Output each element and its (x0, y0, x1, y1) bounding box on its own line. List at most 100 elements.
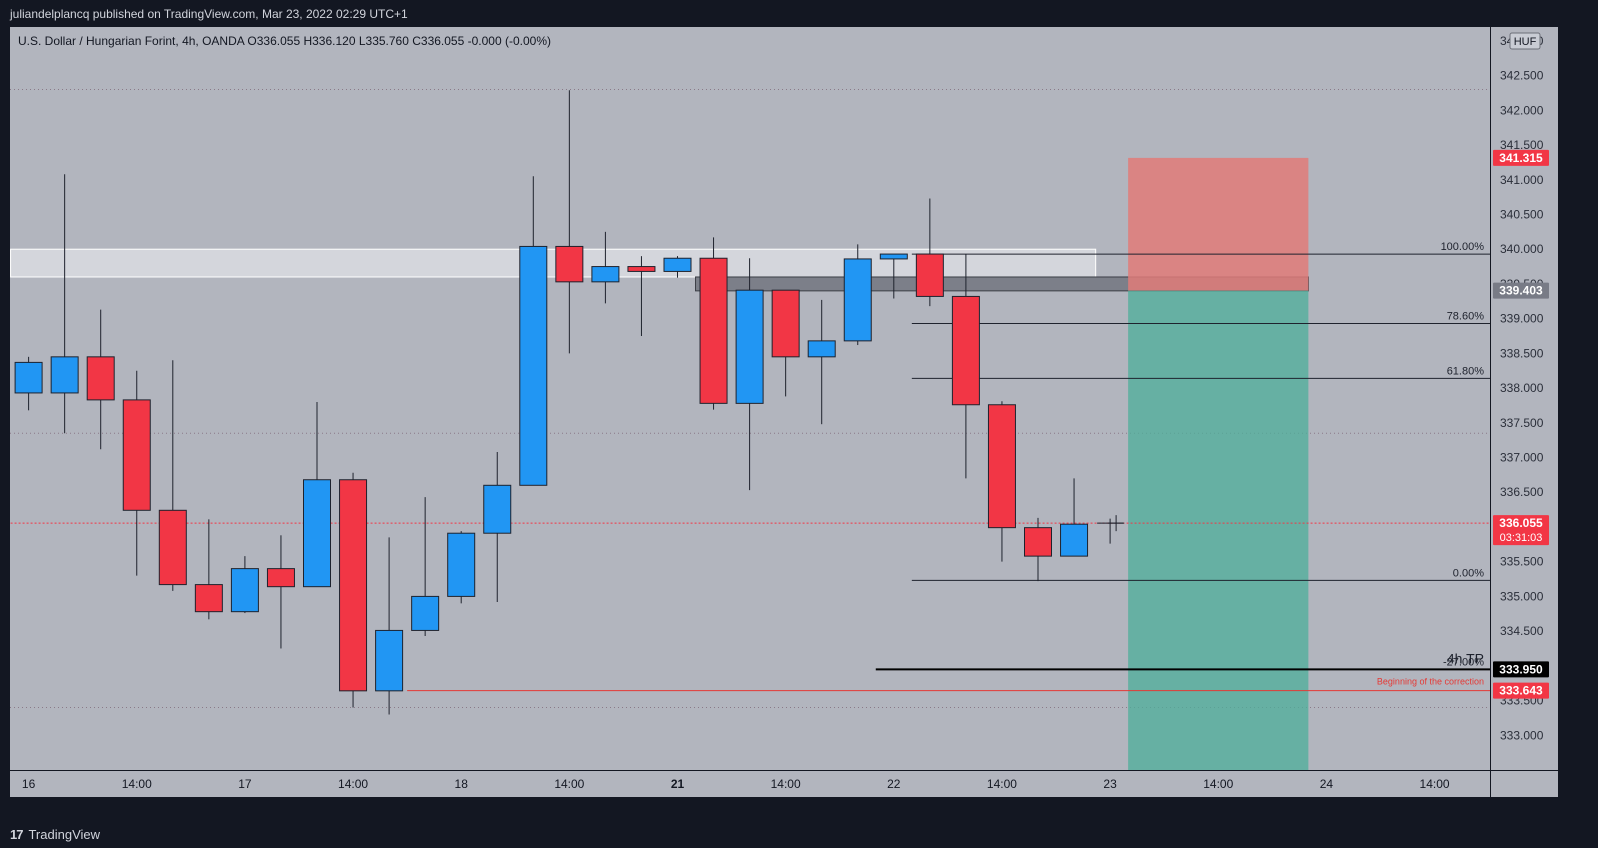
candle-body-14 (519, 245, 548, 486)
fib-label-0: 100.00% (1441, 241, 1485, 253)
candle-3 (122, 370, 151, 576)
candle-body-11 (411, 595, 440, 631)
x-tick-label-13: 14:00 (1420, 777, 1450, 791)
x-tick-label-4: 18 (455, 777, 469, 791)
y-tick-label-19: 342.500 (1500, 69, 1544, 83)
x-tick-label-2: 17 (238, 777, 252, 791)
candle-body-24 (879, 253, 908, 260)
y-tick-label-9: 337.500 (1500, 416, 1544, 430)
candle-17 (627, 256, 656, 337)
candle-27 (987, 401, 1016, 562)
tp-price-tag-text: 333.950 (1499, 662, 1543, 676)
candle-9 (339, 472, 368, 708)
candle-body-21 (771, 289, 800, 358)
publisher-bar: juliandelplancq published on TradingView… (0, 0, 1598, 26)
candle-body-13 (483, 484, 512, 534)
correction-price-tag-bg (1493, 682, 1549, 699)
x-tick-label-8: 22 (887, 777, 901, 791)
candle-body-22 (807, 340, 836, 358)
fib-label-1: 78.60% (1447, 311, 1485, 323)
currency-label: HUF (1514, 36, 1537, 48)
candle-body-3 (122, 399, 151, 511)
candle-body-4 (158, 509, 187, 586)
candle-23 (843, 244, 872, 346)
candle-4 (158, 360, 187, 591)
candle-5 (194, 519, 223, 620)
candle-8 (303, 401, 331, 588)
candle-body-9 (339, 479, 368, 692)
stop-price-tag: 341.315 (1493, 149, 1549, 166)
symbol-legend: U.S. Dollar / Hungarian Forint, 4h, OAND… (18, 34, 551, 48)
candle-body-29 (1060, 523, 1089, 557)
y-tick-label-15: 340.500 (1500, 207, 1544, 221)
publisher-text: juliandelplancq published on TradingView… (10, 7, 408, 21)
candle-11 (411, 497, 440, 636)
candle-21 (771, 289, 800, 397)
x-tick-label-6: 21 (671, 777, 685, 791)
y-tick-label-12: 339.000 (1500, 312, 1544, 326)
candle-28 (1024, 517, 1052, 582)
entry-price-tag: 339.403 (1493, 282, 1549, 299)
take-profit-zone (1128, 290, 1309, 770)
entry-price-tag-bg (1493, 282, 1549, 299)
candle-18 (663, 256, 692, 278)
y-tick-label-14: 340.000 (1500, 242, 1544, 256)
tv-logo-icon: 17 (10, 827, 24, 842)
candle-22 (807, 299, 836, 425)
last-price-tag-text: 336.055 (1499, 516, 1543, 530)
fib-label-2: 61.80% (1447, 365, 1485, 377)
candle-body-16 (591, 266, 620, 283)
candle-body-20 (735, 289, 764, 404)
y-tick-label-5: 335.500 (1500, 555, 1544, 569)
stop-price-tag-text: 341.315 (1499, 151, 1543, 165)
candle-body-2 (86, 356, 115, 401)
candle-body-28 (1024, 527, 1052, 557)
candle-15 (555, 90, 584, 354)
candle-body-18 (663, 257, 692, 272)
candle-26 (951, 254, 980, 479)
candle-0 (14, 356, 43, 411)
tp-price-tag: 333.950 (1493, 661, 1549, 678)
correction-label: Beginning of the correction (1377, 677, 1484, 687)
candle-body-17 (627, 266, 656, 272)
tradingview-logo[interactable]: 17 TradingView (10, 827, 100, 842)
candle-body-25 (915, 253, 944, 297)
y-tick-label-0: 333.000 (1500, 728, 1544, 742)
x-tick-label-10: 23 (1103, 777, 1117, 791)
y-tick-label-11: 338.500 (1500, 346, 1544, 360)
x-tick-label-7: 14:00 (771, 777, 801, 791)
candle-13 (483, 451, 512, 602)
x-tick-label-1: 14:00 (122, 777, 152, 791)
candle-12 (447, 531, 476, 604)
candle-body-27 (987, 404, 1016, 529)
candle-16 (591, 231, 620, 304)
candle-25 (915, 198, 944, 307)
candle-body-26 (951, 295, 980, 406)
tv-brand-label: TradingView (28, 827, 101, 842)
time-axis[interactable] (10, 771, 1558, 797)
last-price-tag-bg (1493, 515, 1549, 546)
candle-body-6 (230, 568, 259, 613)
correction-price-tag: 333.643 (1493, 682, 1549, 699)
tp-label: 4h TP (1447, 650, 1484, 666)
y-tick-label-16: 341.000 (1500, 173, 1544, 187)
stop-price-tag-bg (1493, 149, 1549, 166)
candle-body-23 (843, 258, 872, 342)
candle-14 (519, 176, 548, 486)
candle-body-5 (194, 584, 223, 613)
x-tick-label-11: 14:00 (1203, 777, 1233, 791)
candle-body-19 (699, 257, 728, 404)
candle-24 (879, 253, 908, 299)
x-tick-label-5: 14:00 (554, 777, 584, 791)
entry-price-tag-text: 339.403 (1499, 284, 1543, 298)
x-tick-label-12: 24 (1320, 777, 1334, 791)
y-tick-label-7: 336.500 (1500, 485, 1544, 499)
y-tick-label-17: 341.500 (1500, 138, 1544, 152)
x-tick-label-0: 16 (22, 777, 36, 791)
candle-10 (375, 537, 404, 715)
candle-6 (230, 556, 259, 614)
candle-29 (1060, 478, 1089, 557)
candle-20 (735, 258, 764, 491)
currency-badge[interactable]: HUF (1509, 32, 1541, 50)
